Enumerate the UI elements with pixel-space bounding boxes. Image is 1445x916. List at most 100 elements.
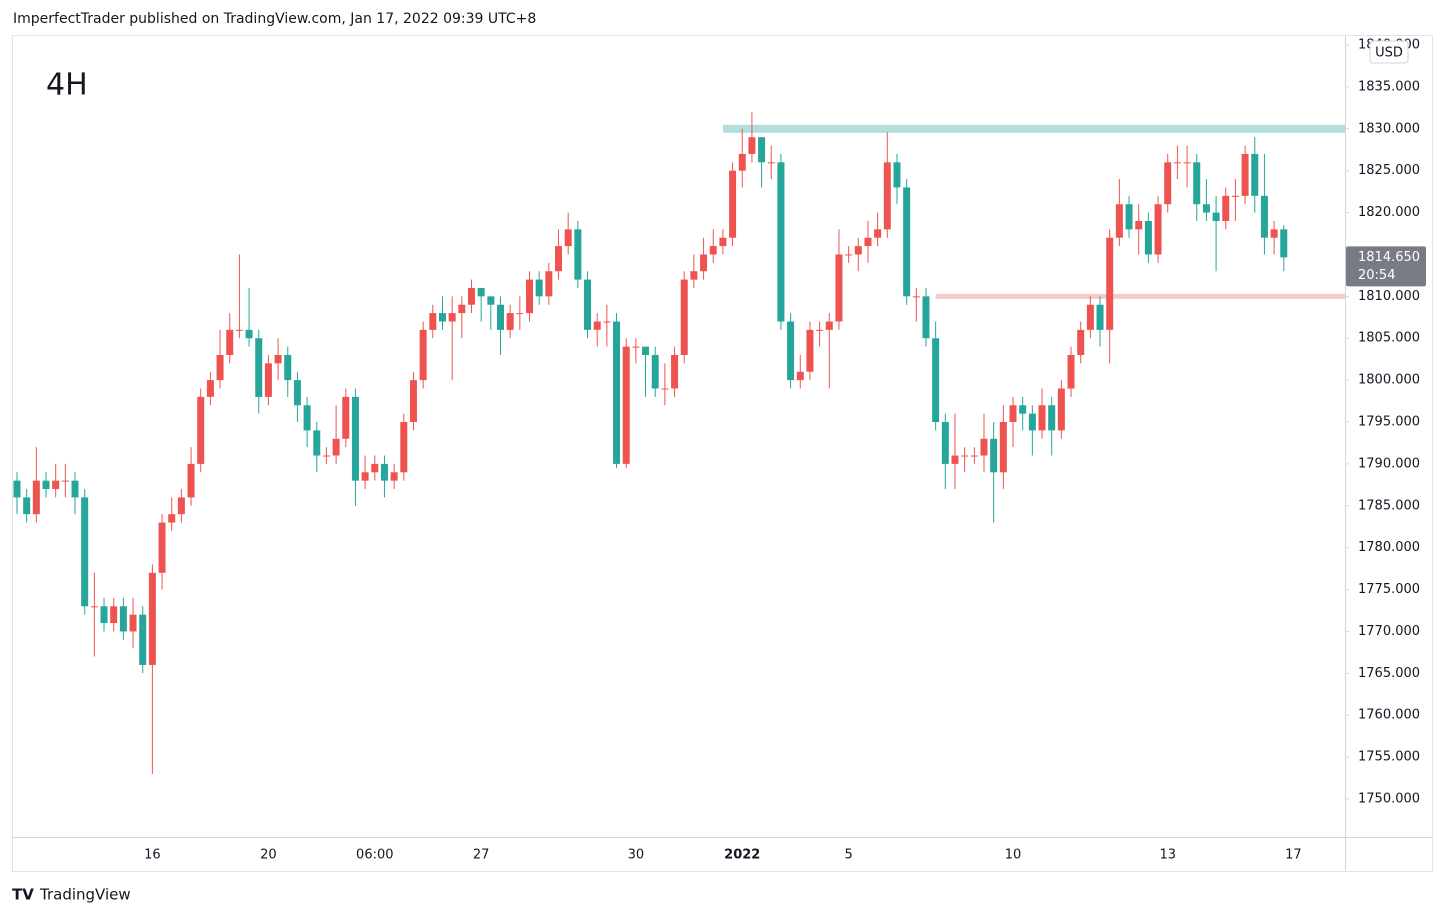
candle-body [564, 229, 572, 247]
candle-body [1280, 229, 1288, 258]
y-tick-label: 1755.000 [1358, 750, 1420, 765]
candle-body [409, 380, 417, 423]
candle-body [332, 438, 340, 456]
candle-body [81, 497, 89, 607]
candle-body [1048, 405, 1056, 431]
candle-body [825, 321, 833, 330]
candle-body [158, 522, 166, 573]
y-tick-label: 1750.000 [1358, 791, 1420, 806]
header: ImperfectTrader published on TradingView… [13, 11, 536, 27]
candle-body [322, 455, 330, 457]
candle-body [235, 329, 243, 331]
y-tick-label: 1795.000 [1358, 415, 1420, 430]
candle-body [1164, 162, 1172, 205]
y-tick-label: 1805.000 [1358, 331, 1420, 346]
candle-body [1212, 212, 1220, 221]
candle-body [351, 396, 359, 481]
candle-body [129, 614, 137, 632]
candle-body [1260, 195, 1268, 238]
y-tick-label: 1835.000 [1358, 79, 1420, 94]
candle-body [303, 405, 311, 431]
y-tick-label: 1780.000 [1358, 540, 1420, 555]
candle-body [148, 572, 156, 665]
candle-body [380, 463, 388, 481]
candle-body [622, 346, 630, 464]
candle-body [293, 380, 301, 406]
candle-body [467, 287, 475, 305]
candle-body [100, 606, 108, 624]
candle-body [690, 271, 698, 280]
candle-body [806, 329, 814, 372]
candle-body [999, 422, 1007, 473]
candle-body [680, 279, 688, 355]
candle-body [42, 480, 50, 490]
candle-body [274, 354, 282, 364]
candle-body [1183, 162, 1191, 164]
candle-body [970, 455, 978, 457]
candle-body [555, 246, 563, 272]
candle-body [264, 363, 272, 397]
candle-body [497, 304, 504, 330]
currency-label: USD [1375, 46, 1403, 61]
candle-body [941, 422, 949, 464]
candle-body [1135, 220, 1143, 230]
candle-body [90, 606, 98, 608]
candle-body [1202, 204, 1210, 213]
candle-body [1077, 329, 1085, 355]
candle-body [1019, 405, 1027, 414]
candle-body [119, 606, 127, 632]
candle-body [342, 396, 350, 439]
candle-body [13, 480, 21, 498]
candle-body [313, 430, 321, 456]
y-tick-label: 1775.000 [1358, 582, 1420, 597]
x-tick-label: 13 [1159, 848, 1176, 863]
candle-body [709, 246, 717, 255]
candle-body [1009, 405, 1017, 423]
candle-body [835, 254, 843, 322]
candle-body [526, 279, 534, 314]
y-tick-label: 1830.000 [1358, 121, 1420, 136]
candle-body [361, 472, 369, 481]
candle-body [284, 354, 292, 381]
candle-body [245, 329, 253, 339]
candle-body [458, 304, 466, 314]
x-tick-label: 17 [1285, 848, 1302, 863]
candle-body [912, 296, 920, 298]
candle-body [874, 229, 882, 238]
candle-body [1222, 195, 1230, 221]
candle-body [1270, 229, 1278, 238]
candle-body [206, 380, 214, 397]
candle-body [139, 614, 147, 665]
candle-body [390, 472, 398, 481]
candle-body [700, 254, 708, 272]
y-tick-label: 1820.000 [1358, 205, 1420, 220]
candle-body [23, 497, 31, 515]
y-tick-label: 1760.000 [1358, 708, 1420, 723]
candle-body [777, 162, 785, 322]
candle-body [593, 321, 601, 330]
candle-body [854, 246, 862, 255]
candle-body [893, 162, 901, 188]
candle-body [796, 371, 804, 381]
candle-body [584, 279, 592, 330]
candle-body [758, 137, 766, 163]
candle-body [61, 480, 69, 482]
x-tick-label: 27 [473, 848, 490, 863]
candle-body [216, 354, 224, 381]
candle-body [1038, 405, 1046, 431]
candle-body [748, 137, 756, 154]
candle-body [864, 237, 872, 247]
candle-body [883, 162, 891, 230]
candle-body [845, 254, 853, 256]
footer-logo: TV [12, 886, 34, 904]
candle-body [168, 514, 176, 523]
candle-body [545, 271, 553, 297]
candle-body [255, 338, 263, 397]
last-price-badge [1346, 246, 1426, 287]
candle-body [32, 480, 40, 515]
x-tick-label: 16 [144, 848, 161, 863]
y-tick-label: 1800.000 [1358, 373, 1420, 388]
x-tick-label: 30 [628, 848, 645, 863]
y-tick-label: 1785.000 [1358, 498, 1420, 513]
